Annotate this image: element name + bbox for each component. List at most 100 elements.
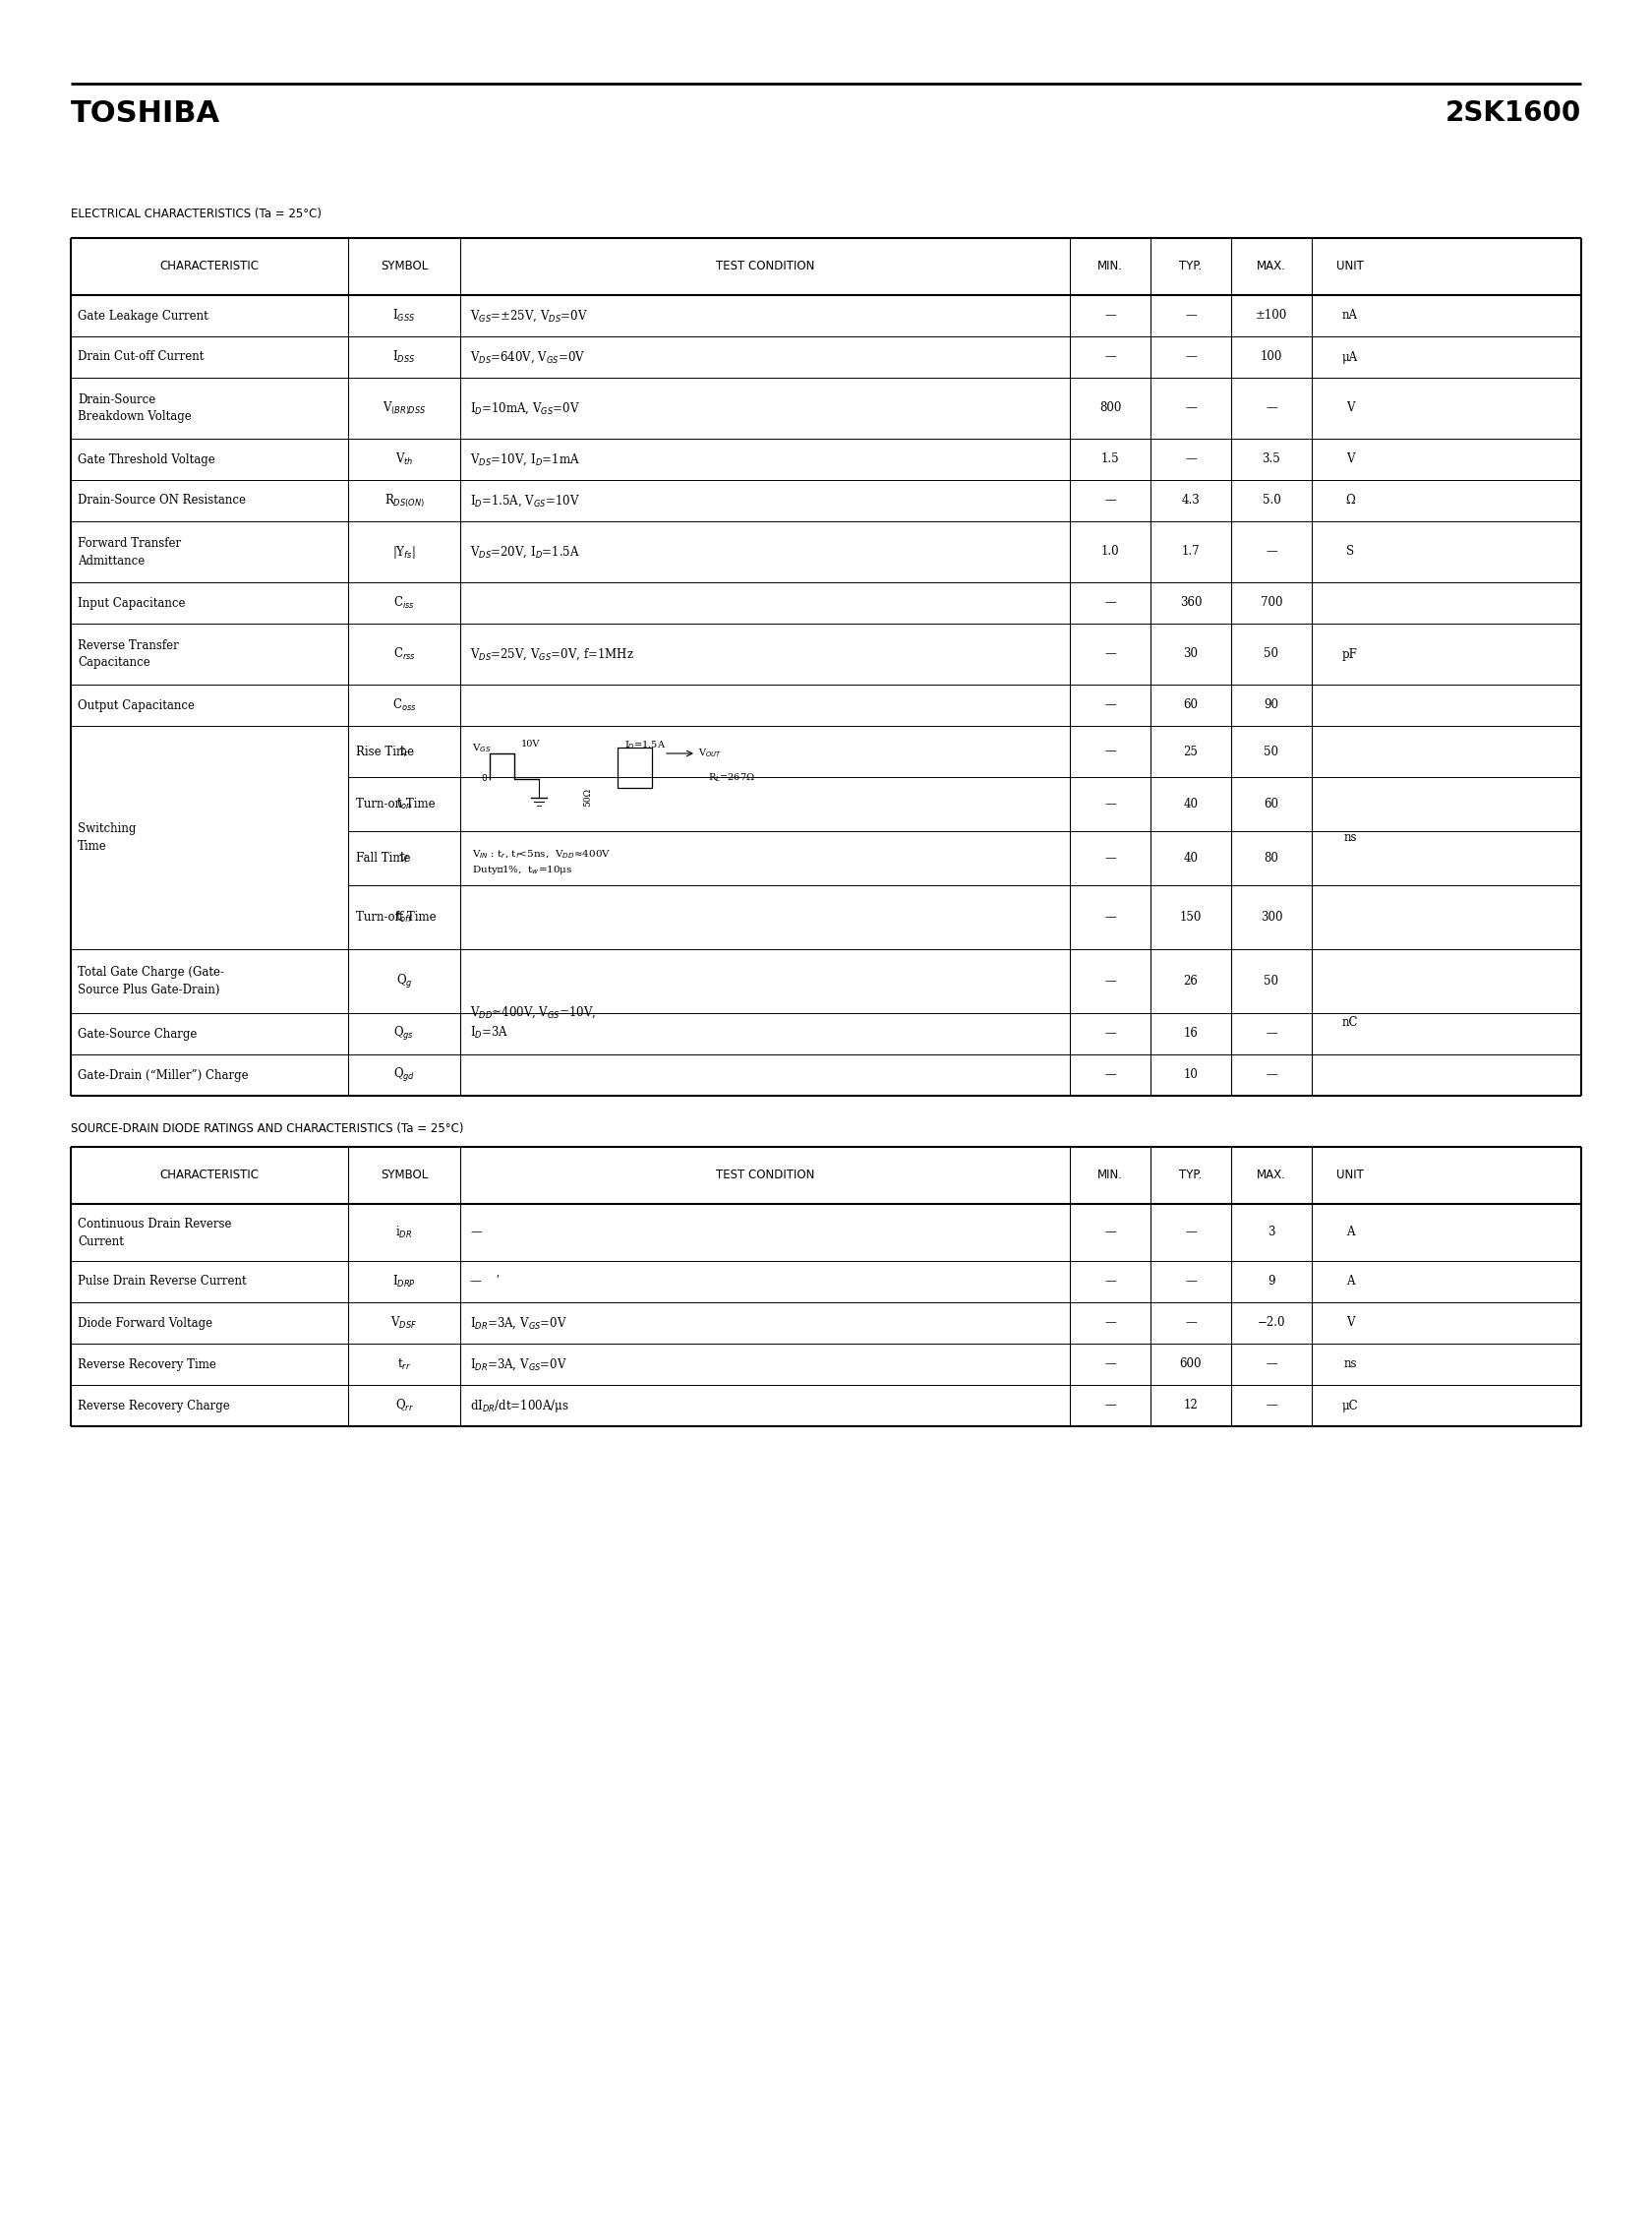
Text: 1.0: 1.0 xyxy=(1100,546,1120,557)
Text: Gate-Source Charge: Gate-Source Charge xyxy=(78,1028,197,1039)
Text: Output Capacitance: Output Capacitance xyxy=(78,700,195,711)
Text: Time: Time xyxy=(78,840,107,853)
Text: C$_{iss}$: C$_{iss}$ xyxy=(393,595,415,611)
Text: R$_{DS(ON)}$: R$_{DS(ON)}$ xyxy=(383,493,425,509)
Text: —: — xyxy=(1105,1317,1117,1330)
Text: 26: 26 xyxy=(1183,975,1198,988)
Text: 300: 300 xyxy=(1260,911,1282,924)
Text: 50: 50 xyxy=(1264,649,1279,660)
Text: ns: ns xyxy=(1343,1357,1356,1370)
Text: V$_{DS}$=640V, V$_{GS}$=0V: V$_{DS}$=640V, V$_{GS}$=0V xyxy=(471,349,585,364)
Text: ns: ns xyxy=(1343,831,1356,844)
Text: UNIT: UNIT xyxy=(1336,1168,1365,1182)
Text: 50: 50 xyxy=(1264,744,1279,757)
Text: 90: 90 xyxy=(1264,700,1279,711)
Text: Breakdown Voltage: Breakdown Voltage xyxy=(78,411,192,424)
Text: A: A xyxy=(1346,1275,1355,1288)
Text: CHARACTERISTIC: CHARACTERISTIC xyxy=(160,1168,259,1182)
Text: Fall Time: Fall Time xyxy=(355,853,411,864)
Text: 1.5: 1.5 xyxy=(1100,453,1120,466)
Text: Current: Current xyxy=(78,1235,124,1248)
Text: Reverse Recovery Charge: Reverse Recovery Charge xyxy=(78,1399,230,1413)
Text: 0: 0 xyxy=(481,775,487,784)
Text: 50Ω: 50Ω xyxy=(583,788,593,806)
Text: Forward Transfer: Forward Transfer xyxy=(78,537,182,549)
Text: 100: 100 xyxy=(1260,351,1282,364)
Text: V$_{IN}$ : t$_r$, t$_f$<5ns,  V$_{DD}$≈400V: V$_{IN}$ : t$_r$, t$_f$<5ns, V$_{DD}$≈40… xyxy=(472,848,611,860)
Text: I$_{DR}$=3A, V$_{GS}$=0V: I$_{DR}$=3A, V$_{GS}$=0V xyxy=(471,1357,567,1373)
Text: Reverse Transfer: Reverse Transfer xyxy=(78,640,178,651)
Text: 3: 3 xyxy=(1267,1226,1275,1239)
Text: Turn-off Time: Turn-off Time xyxy=(355,911,436,924)
Text: V: V xyxy=(1346,1317,1355,1330)
Text: —: — xyxy=(1105,975,1117,988)
Text: 30: 30 xyxy=(1183,649,1198,660)
Text: —: — xyxy=(1105,1357,1117,1370)
Text: —: — xyxy=(1184,402,1196,415)
Text: t$_{off}$: t$_{off}$ xyxy=(395,911,413,924)
Text: I$_D$=1.5A: I$_D$=1.5A xyxy=(624,740,666,751)
Text: 60: 60 xyxy=(1183,700,1198,711)
Text: 50: 50 xyxy=(1264,975,1279,988)
Text: TYP.: TYP. xyxy=(1180,260,1203,273)
Text: 25: 25 xyxy=(1183,744,1198,757)
Text: nC: nC xyxy=(1341,1015,1358,1028)
Text: —: — xyxy=(1105,1275,1117,1288)
Text: MAX.: MAX. xyxy=(1257,260,1287,273)
Text: t$_{rr}$: t$_{rr}$ xyxy=(396,1357,411,1373)
Text: —: — xyxy=(1184,309,1196,322)
Text: 80: 80 xyxy=(1264,853,1279,864)
Text: Source Plus Gate-Drain): Source Plus Gate-Drain) xyxy=(78,984,220,997)
Text: Diode Forward Voltage: Diode Forward Voltage xyxy=(78,1317,213,1330)
Text: —: — xyxy=(1184,453,1196,466)
Text: nA: nA xyxy=(1343,309,1358,322)
Text: V$_{OUT}$: V$_{OUT}$ xyxy=(699,746,722,760)
Text: —: — xyxy=(1105,853,1117,864)
Text: Q$_{rr}$: Q$_{rr}$ xyxy=(395,1397,413,1413)
Text: —: — xyxy=(1105,744,1117,757)
Text: 3.5: 3.5 xyxy=(1262,453,1280,466)
Text: S: S xyxy=(1346,546,1355,557)
Text: MAX.: MAX. xyxy=(1257,1168,1287,1182)
Text: TEST CONDITION: TEST CONDITION xyxy=(715,260,814,273)
Text: Gate Threshold Voltage: Gate Threshold Voltage xyxy=(78,453,215,466)
Text: I$_{DSS}$: I$_{DSS}$ xyxy=(393,349,416,364)
Text: —: — xyxy=(1105,700,1117,711)
Text: SYMBOL: SYMBOL xyxy=(380,1168,428,1182)
Text: 1.7: 1.7 xyxy=(1181,546,1199,557)
Text: 800: 800 xyxy=(1099,402,1122,415)
Text: —: — xyxy=(1105,495,1117,506)
Text: Rise Time: Rise Time xyxy=(355,744,415,757)
Bar xyxy=(618,748,653,788)
Text: Switching: Switching xyxy=(78,822,135,835)
Text: t$_f$: t$_f$ xyxy=(398,851,410,866)
Text: TEST CONDITION: TEST CONDITION xyxy=(715,1168,814,1182)
Text: —: — xyxy=(1105,649,1117,660)
Text: Capacitance: Capacitance xyxy=(78,657,150,669)
Text: V$_{DS}$=10V, I$_D$=1mA: V$_{DS}$=10V, I$_D$=1mA xyxy=(471,451,580,466)
Text: 9: 9 xyxy=(1267,1275,1275,1288)
Text: MIN.: MIN. xyxy=(1097,260,1123,273)
Text: t$_r$: t$_r$ xyxy=(398,744,410,760)
Text: SOURCE-DRAIN DIODE RATINGS AND CHARACTERISTICS (Ta = 25°C): SOURCE-DRAIN DIODE RATINGS AND CHARACTER… xyxy=(71,1124,464,1135)
Text: dI$_{DR}$/dt=100A/μs: dI$_{DR}$/dt=100A/μs xyxy=(471,1397,568,1415)
Text: Pulse Drain Reverse Current: Pulse Drain Reverse Current xyxy=(78,1275,246,1288)
Text: Drain-Source: Drain-Source xyxy=(78,393,155,406)
Text: —: — xyxy=(1105,1399,1117,1413)
Text: 700: 700 xyxy=(1260,597,1282,609)
Text: Turn-on Time: Turn-on Time xyxy=(355,797,434,811)
Text: —: — xyxy=(1265,546,1277,557)
Text: 5.0: 5.0 xyxy=(1262,495,1280,506)
Text: 10: 10 xyxy=(1183,1068,1198,1082)
Text: −2.0: −2.0 xyxy=(1257,1317,1285,1330)
Text: 40: 40 xyxy=(1183,853,1198,864)
Text: —: — xyxy=(1184,1275,1196,1288)
Text: —: — xyxy=(1265,402,1277,415)
Text: —: — xyxy=(1105,797,1117,811)
Text: pF: pF xyxy=(1343,649,1358,660)
Text: —: — xyxy=(1184,351,1196,364)
Text: 600: 600 xyxy=(1180,1357,1203,1370)
Text: Input Capacitance: Input Capacitance xyxy=(78,597,185,609)
Text: I$_D$=1.5A, V$_{GS}$=10V: I$_D$=1.5A, V$_{GS}$=10V xyxy=(471,493,580,509)
Text: A: A xyxy=(1346,1226,1355,1239)
